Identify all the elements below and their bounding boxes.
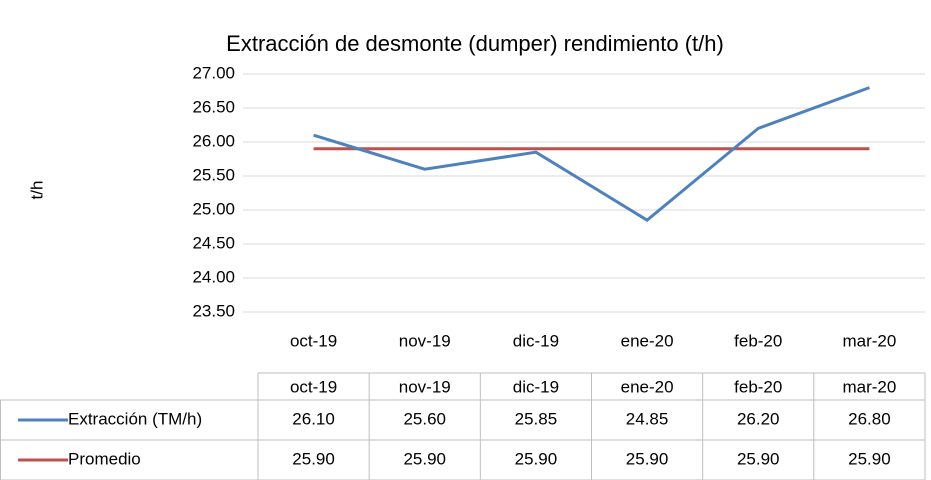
y-tick-label: 26.50	[192, 97, 235, 116]
x-tick-label: oct-19	[290, 331, 337, 350]
table-header: ene-20	[621, 377, 674, 396]
table-header: nov-19	[399, 377, 451, 396]
y-tick-label: 23.50	[192, 301, 235, 320]
table-cell: 25.90	[737, 449, 780, 468]
table-cell: 25.85	[515, 409, 558, 428]
legend-label: Promedio	[68, 449, 141, 468]
table-cell: 24.85	[626, 409, 669, 428]
table-cell: 25.90	[626, 449, 669, 468]
table-cell: 25.90	[403, 449, 446, 468]
y-axis-label: t/h	[27, 181, 46, 200]
x-tick-label: ene-20	[621, 331, 674, 350]
table-cell: 26.20	[737, 409, 780, 428]
data-line	[313, 86, 870, 223]
table-cell: 25.90	[848, 449, 891, 468]
y-tick-label: 25.50	[192, 165, 235, 184]
x-tick-label: mar-20	[842, 331, 896, 350]
table-header: oct-19	[290, 377, 337, 396]
y-tick-label: 24.00	[192, 267, 235, 286]
table-cell: 25.90	[292, 449, 335, 468]
chart-title: Extracción de desmonte (dumper) rendimie…	[226, 31, 724, 56]
table-header: feb-20	[734, 377, 782, 396]
x-tick-label: dic-19	[513, 331, 559, 350]
table-header: mar-20	[842, 377, 896, 396]
table-header: dic-19	[513, 377, 559, 396]
table-cell: 25.90	[515, 449, 558, 468]
x-tick-label: nov-19	[399, 331, 451, 350]
legend-label: Extracción (TM/h)	[68, 409, 202, 428]
y-tick-label: 26.00	[192, 131, 235, 150]
table-cell: 26.80	[848, 409, 891, 428]
y-tick-label: 27.00	[192, 63, 235, 82]
table-cell: 26.10	[292, 409, 335, 428]
x-tick-label: feb-20	[734, 331, 782, 350]
table-cell: 25.60	[403, 409, 446, 428]
y-tick-label: 25.00	[192, 199, 235, 218]
y-tick-label: 24.50	[192, 233, 235, 252]
